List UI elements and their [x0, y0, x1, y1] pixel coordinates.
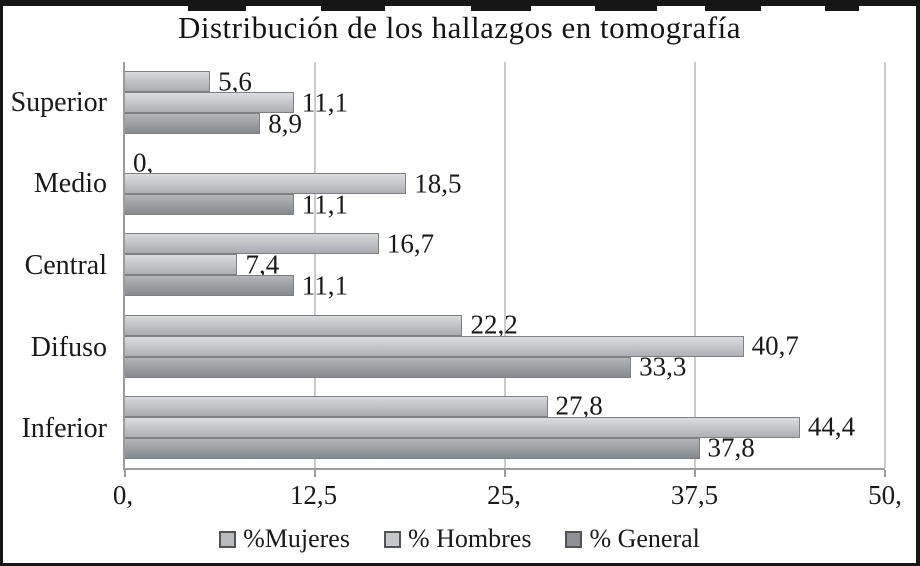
legend-item-general: % General: [565, 524, 700, 554]
bar-track: 22,2: [125, 309, 885, 340]
scan-artifact-strip: [3, 0, 916, 6]
bar-value-label: 11,1: [301, 87, 348, 118]
legend-item-mujeres: %Mujeres: [219, 524, 350, 554]
bar-value-label: 5,6: [218, 66, 252, 97]
scan-artifact: [188, 6, 246, 11]
legend-item-hombres: % Hombres: [383, 524, 532, 554]
bar-general-central: [125, 275, 294, 297]
x-axis-tick-mark: [504, 470, 506, 477]
bar-mujeres-central: [125, 233, 379, 255]
bar-value-label: 0,: [133, 147, 154, 178]
bar-mujeres-difuso: [125, 314, 463, 336]
legend-swatch-icon: [219, 530, 237, 548]
category-group-inferior: 27,8 44,4 37,8: [125, 387, 885, 468]
x-axis-tick-labels: 0, 12,5 25, 37,5 50,: [113, 480, 902, 514]
gridline-x-50: [884, 62, 886, 468]
category-group-central: 16,7 7,4 11,1: [125, 224, 885, 305]
category-label-central: Central: [24, 249, 107, 281]
bar-general-inferior: [125, 437, 700, 459]
legend-label: %Mujeres: [243, 524, 350, 553]
category-group-difuso: 22,2 40,7 33,3: [125, 306, 885, 387]
plot-area: 5,6 11,1 8,9 0, 18,5 11,1 16,7 7,4 11,1 22,2 40,7 3…: [123, 62, 886, 477]
bar-track: 33,3: [125, 351, 885, 382]
bar-general-difuso: [125, 356, 632, 378]
bar-track: 18,5: [125, 168, 885, 199]
bar-track: 7,4: [125, 249, 885, 280]
gridline-x-12.5: [314, 62, 316, 468]
x-axis-tick-mark: [884, 470, 886, 477]
bar-track: 11,1: [125, 189, 885, 220]
bar-value-label: 7,4: [245, 249, 280, 280]
y-axis-category-labels: Superior Medio Central Difuso Inferior: [3, 62, 107, 470]
legend-swatch-icon: [383, 530, 401, 548]
bar-value-label: 8,9: [268, 108, 303, 139]
x-axis-label-37.5: 37,5: [670, 480, 719, 510]
bar-hombres-central: [125, 254, 238, 276]
bar-value-label: 40,7: [751, 330, 799, 361]
bar-value-label: 37,8: [707, 432, 755, 463]
legend-label: % Hombres: [407, 524, 532, 553]
bar-track: 11,1: [125, 87, 885, 118]
bar-track: 27,8: [125, 390, 885, 421]
chart-legend: %Mujeres % Hombres % General: [3, 524, 916, 554]
scan-artifact: [321, 6, 385, 11]
x-axis-label-12.5: 12,5: [289, 480, 338, 510]
bar-hombres-inferior: [125, 416, 800, 438]
category-label-difuso: Difuso: [30, 331, 107, 363]
x-axis-label-0: 0,: [112, 480, 134, 510]
scan-artifact: [825, 6, 859, 11]
bar-value-label: 33,3: [639, 351, 687, 382]
bar-value-label: 11,1: [301, 189, 348, 220]
bar-track: 40,7: [125, 330, 885, 361]
x-axis-tick-mark: [124, 470, 126, 477]
bar-hombres-medio: [125, 173, 407, 195]
x-axis-tick-mark: [314, 470, 316, 477]
bar-mujeres-inferior: [125, 395, 548, 417]
category-group-medio: 0, 18,5 11,1: [125, 143, 885, 224]
bar-hombres-difuso: [125, 335, 744, 357]
bar-value-label: 22,2: [470, 309, 518, 340]
x-axis-tick-mark: [694, 470, 696, 477]
bar-track: 5,6: [125, 66, 885, 97]
bar-value-label: 16,7: [386, 228, 435, 259]
legend-label: % General: [589, 524, 700, 553]
bar-track: 16,7: [125, 228, 885, 259]
scan-artifact: [595, 6, 657, 11]
gridline-x-37.5: [694, 62, 696, 468]
bar-general-superior: [125, 113, 261, 135]
category-label-medio: Medio: [33, 168, 107, 200]
category-group-superior: 5,6 11,1 8,9: [125, 62, 885, 143]
bar-track: 44,4: [125, 411, 885, 442]
x-axis-label-50: 50,: [868, 480, 902, 510]
bar-value-label: 27,8: [555, 390, 603, 421]
bar-track: 11,1: [125, 270, 885, 301]
bar-value-label: 44,4: [807, 411, 856, 442]
bar-value-label: 18,5: [414, 168, 462, 199]
chart-title: Distribución de los hallazgos en tomogra…: [177, 10, 741, 45]
scan-artifact: [471, 6, 531, 11]
scan-artifact: [705, 6, 761, 11]
bar-hombres-superior: [125, 92, 294, 114]
bar-general-medio: [125, 194, 294, 216]
bar-track: 8,9: [125, 108, 885, 139]
bar-track: 0,: [125, 147, 885, 178]
category-label-superior: Superior: [10, 86, 107, 118]
legend-swatch-icon: [565, 530, 583, 548]
gridline-x-25: [504, 62, 506, 468]
bar-value-label: 11,1: [301, 270, 348, 301]
x-axis-label-25: 25,: [487, 480, 521, 510]
bar-track: 37,8: [125, 432, 885, 463]
category-label-inferior: Inferior: [21, 413, 107, 445]
bar-mujeres-superior: [125, 71, 211, 93]
